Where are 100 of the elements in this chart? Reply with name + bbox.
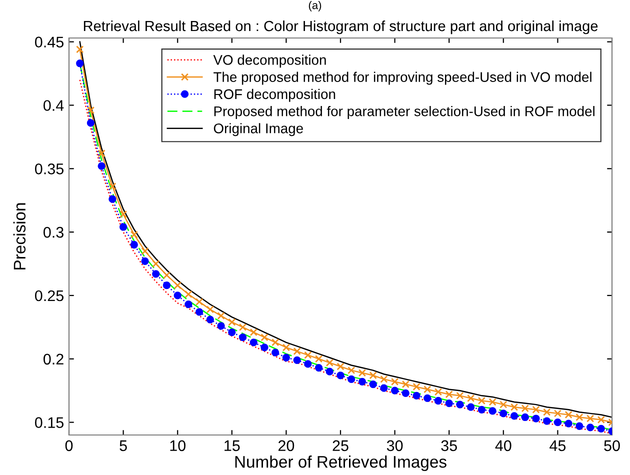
point xyxy=(369,372,377,380)
point xyxy=(543,408,551,416)
point xyxy=(586,424,594,432)
point xyxy=(152,270,160,278)
point xyxy=(380,375,388,384)
point xyxy=(206,306,214,314)
point xyxy=(76,46,84,54)
point xyxy=(445,399,453,408)
x-tick-label: 25 xyxy=(332,440,348,452)
point xyxy=(456,400,464,408)
point xyxy=(369,380,377,388)
point xyxy=(184,290,192,298)
point xyxy=(500,410,508,418)
point xyxy=(86,106,95,114)
point xyxy=(402,380,410,388)
point xyxy=(119,223,128,231)
point xyxy=(348,375,356,384)
point xyxy=(98,150,106,158)
point xyxy=(250,338,258,346)
point xyxy=(76,60,84,68)
point xyxy=(532,406,540,414)
y-tick-label: 0.45 xyxy=(35,36,64,48)
x-tick-label: 15 xyxy=(224,440,240,452)
point xyxy=(282,354,290,362)
y-tick-label: 0.2 xyxy=(44,354,64,365)
point xyxy=(152,260,160,268)
point xyxy=(228,328,236,336)
point xyxy=(304,360,312,368)
point xyxy=(510,403,518,411)
point xyxy=(282,344,290,352)
text: (a) xyxy=(308,1,322,12)
point xyxy=(86,119,95,127)
point xyxy=(554,418,562,426)
point xyxy=(228,318,236,326)
point xyxy=(488,407,496,415)
point xyxy=(380,384,388,392)
point xyxy=(488,398,496,406)
point xyxy=(478,406,486,414)
y-axis-title: Precision xyxy=(13,203,26,270)
point xyxy=(336,372,344,380)
point xyxy=(238,334,247,342)
x-tick-label: 40 xyxy=(495,440,512,452)
legend-label: Original Image xyxy=(214,123,303,136)
point xyxy=(500,400,508,408)
point xyxy=(217,312,225,320)
point xyxy=(260,334,268,342)
point xyxy=(98,162,106,170)
point xyxy=(238,323,247,332)
y-tick-label: 0.25 xyxy=(35,290,64,302)
legend-label: Proposed method for parameter selection-Used in ROF model xyxy=(214,106,594,119)
point xyxy=(597,416,605,424)
point xyxy=(434,396,442,405)
x-tick-label: 30 xyxy=(386,440,403,452)
point xyxy=(314,364,323,372)
point xyxy=(184,300,192,308)
point xyxy=(402,389,410,397)
point xyxy=(130,240,138,249)
point xyxy=(162,282,171,290)
point xyxy=(434,388,442,396)
point xyxy=(467,403,475,411)
point xyxy=(554,410,562,418)
x-tick-label: 10 xyxy=(170,440,186,452)
point xyxy=(445,390,453,398)
y-tick-label: 0.4 xyxy=(44,100,64,111)
chart-title: Retrieval Result Based on : Color Histogram of structure part and original image xyxy=(84,20,598,34)
point xyxy=(272,338,280,346)
point xyxy=(174,292,182,300)
y-tick-label: 0.3 xyxy=(44,226,64,238)
point xyxy=(424,394,432,402)
point xyxy=(304,351,312,359)
point xyxy=(250,328,258,336)
point xyxy=(196,298,204,306)
x-tick-label: 50 xyxy=(604,440,620,452)
point xyxy=(336,362,344,370)
point xyxy=(358,378,366,386)
point xyxy=(576,422,584,430)
point xyxy=(358,369,366,377)
point xyxy=(108,182,116,190)
point xyxy=(521,404,529,412)
legend-label: ROF decomposition xyxy=(214,88,336,102)
legend-label: The proposed method for improving speed-Used in VO model xyxy=(214,72,592,85)
x-axis-title: Number of Retrieved Images xyxy=(235,455,446,472)
x-tick-label: 0 xyxy=(65,440,73,452)
point xyxy=(293,347,301,356)
point xyxy=(314,355,323,363)
point xyxy=(162,271,171,280)
point xyxy=(130,230,138,238)
point xyxy=(597,424,605,432)
point xyxy=(586,414,594,422)
x-tick-label: 45 xyxy=(550,440,566,452)
x-tick-label: 5 xyxy=(120,440,127,452)
point xyxy=(532,414,540,422)
point xyxy=(412,392,420,400)
point xyxy=(141,257,149,266)
point xyxy=(412,382,420,391)
point xyxy=(510,412,518,420)
y-tick-label: 0.15 xyxy=(35,417,64,428)
x-tick-label: 20 xyxy=(278,440,294,452)
point xyxy=(543,417,551,425)
point xyxy=(141,247,149,255)
